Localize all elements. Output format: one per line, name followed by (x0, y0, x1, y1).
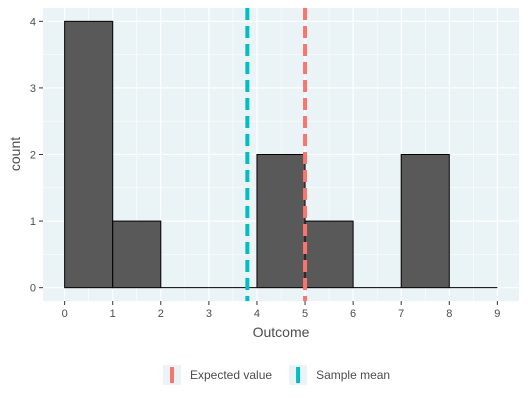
x-tick-label: 8 (446, 308, 452, 320)
legend-label: Expected value (190, 368, 272, 382)
histogram-bar (256, 154, 306, 289)
histogram-bar (64, 20, 114, 289)
reference-lines (245, 8, 308, 301)
histogram-bars (64, 20, 498, 289)
x-tick-label: 7 (398, 308, 404, 320)
x-tick-label: 0 (62, 308, 68, 320)
x-tick-label: 3 (206, 308, 212, 320)
x-tick-label: 5 (302, 308, 308, 320)
y-tick-label: 3 (30, 83, 36, 95)
legend: Expected value Sample mean (163, 365, 390, 385)
x-tick-label: 2 (158, 308, 164, 320)
x-axis-title: Outcome (253, 324, 310, 340)
histogram-bar (400, 154, 450, 289)
y-tick-label: 2 (30, 150, 36, 162)
x-tick-label: 1 (110, 308, 116, 320)
y-tick-label: 0 (30, 283, 36, 295)
y-tick-label: 1 (30, 216, 36, 228)
x-tick-label: 4 (254, 308, 260, 320)
legend-label: Sample mean (316, 368, 390, 382)
x-tick-label: 6 (350, 308, 356, 320)
y-tick-label: 4 (30, 16, 36, 28)
y-axis: 0 1 2 3 4 (30, 16, 43, 295)
histogram-bar (304, 220, 354, 289)
histogram-bar (112, 220, 162, 289)
x-axis: 0 1 2 3 4 5 6 7 8 9 (62, 301, 500, 320)
y-axis-title: count (7, 137, 23, 171)
x-tick-label: 9 (494, 308, 500, 320)
